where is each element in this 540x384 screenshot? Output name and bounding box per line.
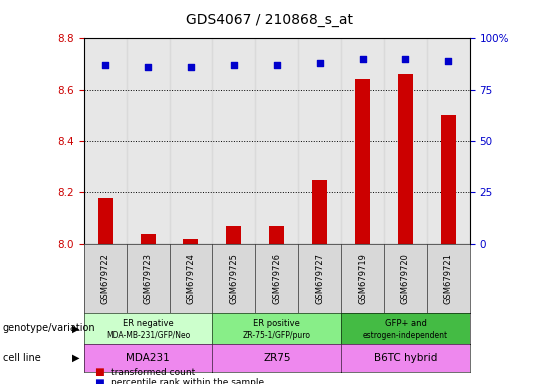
Bar: [184, 239, 199, 244]
Bar: [312, 180, 327, 244]
Text: GSM679721: GSM679721: [444, 253, 453, 304]
Bar: [98, 198, 113, 244]
Bar: [269, 226, 284, 244]
Bar: [212, 38, 255, 244]
Point: [101, 62, 110, 68]
Bar: [384, 38, 427, 244]
Bar: [126, 38, 170, 244]
Text: MDA231: MDA231: [126, 353, 170, 363]
Text: ▶: ▶: [72, 323, 80, 333]
Text: GSM679719: GSM679719: [358, 253, 367, 304]
Text: GDS4067 / 210868_s_at: GDS4067 / 210868_s_at: [186, 13, 354, 27]
Text: ■: ■: [94, 367, 104, 377]
Text: GSM679727: GSM679727: [315, 253, 324, 304]
Text: GSM679720: GSM679720: [401, 253, 410, 304]
Text: ER positive: ER positive: [253, 319, 300, 328]
Text: genotype/variation: genotype/variation: [3, 323, 96, 333]
Point: [230, 62, 238, 68]
Text: estrogen-independent: estrogen-independent: [363, 331, 448, 339]
Bar: [355, 79, 370, 244]
Point: [144, 64, 152, 70]
Bar: [298, 38, 341, 244]
Text: ZR75: ZR75: [263, 353, 291, 363]
Bar: [427, 38, 470, 244]
Bar: [398, 74, 413, 244]
Text: MDA-MB-231/GFP/Neo: MDA-MB-231/GFP/Neo: [106, 331, 190, 339]
Point: [401, 56, 410, 62]
Text: GSM679726: GSM679726: [272, 253, 281, 304]
Text: GSM679722: GSM679722: [100, 253, 110, 304]
Point: [358, 56, 367, 62]
Bar: [341, 38, 384, 244]
Bar: [84, 38, 126, 244]
Point: [315, 60, 324, 66]
Bar: [226, 226, 241, 244]
Text: percentile rank within the sample: percentile rank within the sample: [111, 378, 264, 384]
Text: ER negative: ER negative: [123, 319, 173, 328]
Text: transformed count: transformed count: [111, 368, 195, 377]
Text: ZR-75-1/GFP/puro: ZR-75-1/GFP/puro: [243, 331, 310, 339]
Point: [187, 64, 195, 70]
Text: GFP+ and: GFP+ and: [384, 319, 427, 328]
Text: ▶: ▶: [72, 353, 80, 363]
Text: cell line: cell line: [3, 353, 40, 363]
Bar: [140, 233, 156, 244]
Point: [273, 62, 281, 68]
Bar: [441, 116, 456, 244]
Bar: [170, 38, 212, 244]
Text: GSM679725: GSM679725: [230, 253, 238, 304]
Text: ■: ■: [94, 378, 104, 384]
Text: GSM679724: GSM679724: [186, 253, 195, 304]
Point: [444, 58, 453, 64]
Bar: [255, 38, 298, 244]
Text: GSM679723: GSM679723: [144, 253, 153, 304]
Text: B6TC hybrid: B6TC hybrid: [374, 353, 437, 363]
